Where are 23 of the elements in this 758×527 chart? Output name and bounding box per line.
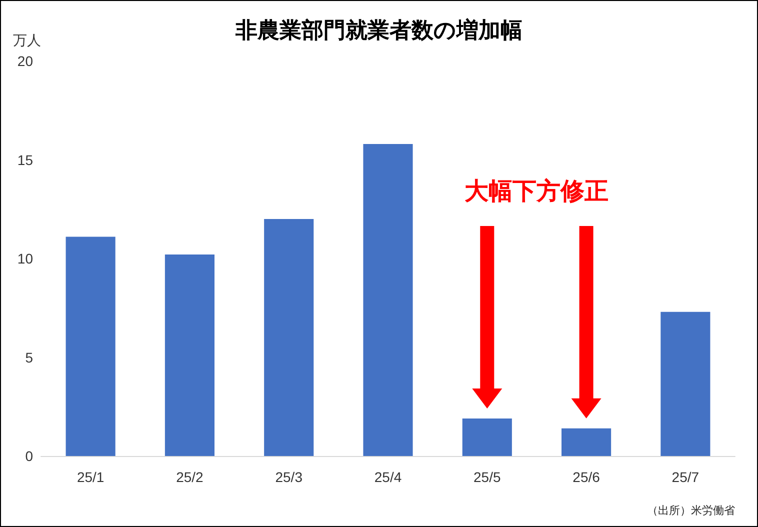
x-tick-label: 25/1 bbox=[76, 469, 104, 485]
y-tick-label: 0 bbox=[25, 448, 34, 464]
y-tick-label: 20 bbox=[17, 53, 34, 69]
x-tick-label: 25/6 bbox=[572, 469, 600, 485]
x-tick-label: 25/2 bbox=[176, 469, 204, 485]
x-tick-label: 25/3 bbox=[275, 469, 303, 485]
y-tick-label: 10 bbox=[17, 250, 34, 266]
x-tick-label: 25/4 bbox=[374, 469, 402, 485]
bar bbox=[562, 428, 612, 456]
chart-title: 非農業部門就業者数の増加幅 bbox=[234, 18, 522, 44]
y-axis-title: 万人 bbox=[13, 32, 41, 48]
text: （出所）米労働省 bbox=[647, 504, 735, 517]
x-tick-label: 25/7 bbox=[672, 469, 700, 485]
bar bbox=[66, 236, 116, 456]
y-tick-label: 5 bbox=[25, 349, 34, 366]
bar bbox=[264, 219, 314, 456]
annotation: 大幅下方修正 bbox=[464, 177, 609, 205]
bar bbox=[363, 144, 413, 456]
bar bbox=[164, 254, 214, 456]
bar bbox=[462, 418, 512, 456]
bar bbox=[660, 312, 710, 456]
x-tick-label: 25/5 bbox=[474, 469, 501, 485]
y-tick-label: 15 bbox=[17, 152, 34, 168]
